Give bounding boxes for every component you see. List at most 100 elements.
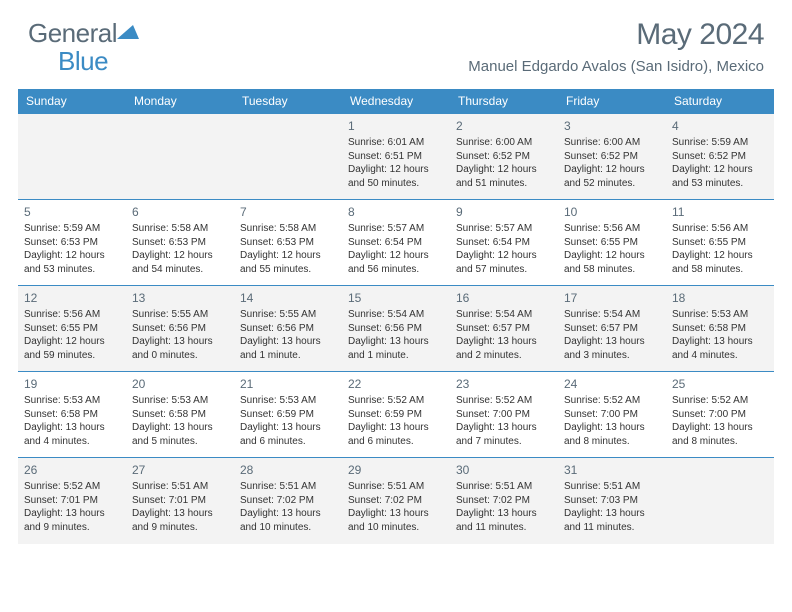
day-number: 14 [240, 290, 336, 306]
title-block: May 2024 Manuel Edgardo Avalos (San Isid… [468, 18, 764, 75]
sunset-text: Sunset: 6:59 PM [240, 408, 336, 422]
sunrise-text: Sunrise: 5:57 AM [348, 222, 444, 236]
sunset-text: Sunset: 6:53 PM [132, 236, 228, 250]
sunset-text: Sunset: 6:55 PM [24, 322, 120, 336]
calendar-day-cell: 15Sunrise: 5:54 AMSunset: 6:56 PMDayligh… [342, 286, 450, 372]
sunrise-text: Sunrise: 5:58 AM [240, 222, 336, 236]
daylight-text: Daylight: 13 hours and 4 minutes. [24, 421, 120, 448]
sunrise-text: Sunrise: 5:52 AM [564, 394, 660, 408]
logo-triangle-icon [117, 23, 139, 44]
calendar-week-row: 12Sunrise: 5:56 AMSunset: 6:55 PMDayligh… [18, 286, 774, 372]
sunset-text: Sunset: 7:02 PM [240, 494, 336, 508]
month-title: May 2024 [468, 18, 764, 52]
day-number: 1 [348, 118, 444, 134]
daylight-text: Daylight: 13 hours and 6 minutes. [348, 421, 444, 448]
daylight-text: Daylight: 13 hours and 6 minutes. [240, 421, 336, 448]
calendar-day-cell: 24Sunrise: 5:52 AMSunset: 7:00 PMDayligh… [558, 372, 666, 458]
weekday-header: Friday [558, 89, 666, 114]
day-number: 17 [564, 290, 660, 306]
daylight-text: Daylight: 13 hours and 0 minutes. [132, 335, 228, 362]
daylight-text: Daylight: 13 hours and 11 minutes. [564, 507, 660, 534]
sunset-text: Sunset: 6:55 PM [564, 236, 660, 250]
day-number: 18 [672, 290, 768, 306]
sunset-text: Sunset: 6:58 PM [672, 322, 768, 336]
sunrise-text: Sunrise: 5:53 AM [132, 394, 228, 408]
sunrise-text: Sunrise: 5:51 AM [456, 480, 552, 494]
day-number: 16 [456, 290, 552, 306]
sunset-text: Sunset: 7:03 PM [564, 494, 660, 508]
weekday-header: Saturday [666, 89, 774, 114]
calendar-day-cell: 1Sunrise: 6:01 AMSunset: 6:51 PMDaylight… [342, 114, 450, 200]
calendar-week-row: 26Sunrise: 5:52 AMSunset: 7:01 PMDayligh… [18, 458, 774, 544]
daylight-text: Daylight: 13 hours and 1 minute. [240, 335, 336, 362]
sunrise-text: Sunrise: 5:56 AM [564, 222, 660, 236]
sunrise-text: Sunrise: 5:57 AM [456, 222, 552, 236]
calendar-day-cell: 16Sunrise: 5:54 AMSunset: 6:57 PMDayligh… [450, 286, 558, 372]
day-number: 11 [672, 204, 768, 220]
day-number: 10 [564, 204, 660, 220]
daylight-text: Daylight: 13 hours and 8 minutes. [672, 421, 768, 448]
calendar-empty-cell [666, 458, 774, 544]
calendar-day-cell: 2Sunrise: 6:00 AMSunset: 6:52 PMDaylight… [450, 114, 558, 200]
sunset-text: Sunset: 6:54 PM [456, 236, 552, 250]
daylight-text: Daylight: 12 hours and 54 minutes. [132, 249, 228, 276]
calendar-day-cell: 19Sunrise: 5:53 AMSunset: 6:58 PMDayligh… [18, 372, 126, 458]
sunrise-text: Sunrise: 5:53 AM [240, 394, 336, 408]
calendar-day-cell: 13Sunrise: 5:55 AMSunset: 6:56 PMDayligh… [126, 286, 234, 372]
day-number: 19 [24, 376, 120, 392]
day-number: 22 [348, 376, 444, 392]
calendar-week-row: 19Sunrise: 5:53 AMSunset: 6:58 PMDayligh… [18, 372, 774, 458]
calendar-day-cell: 30Sunrise: 5:51 AMSunset: 7:02 PMDayligh… [450, 458, 558, 544]
calendar-table: SundayMondayTuesdayWednesdayThursdayFrid… [18, 89, 774, 544]
sunset-text: Sunset: 6:57 PM [456, 322, 552, 336]
sunset-text: Sunset: 6:56 PM [132, 322, 228, 336]
daylight-text: Daylight: 13 hours and 10 minutes. [240, 507, 336, 534]
calendar-day-cell: 14Sunrise: 5:55 AMSunset: 6:56 PMDayligh… [234, 286, 342, 372]
calendar-day-cell: 3Sunrise: 6:00 AMSunset: 6:52 PMDaylight… [558, 114, 666, 200]
day-number: 8 [348, 204, 444, 220]
weekday-header: Sunday [18, 89, 126, 114]
logo-part2-wrap: Blue [58, 46, 108, 77]
calendar-empty-cell [126, 114, 234, 200]
day-number: 4 [672, 118, 768, 134]
calendar-day-cell: 10Sunrise: 5:56 AMSunset: 6:55 PMDayligh… [558, 200, 666, 286]
daylight-text: Daylight: 12 hours and 51 minutes. [456, 163, 552, 190]
day-number: 26 [24, 462, 120, 478]
day-number: 27 [132, 462, 228, 478]
logo-part2: Blue [58, 46, 108, 76]
sunset-text: Sunset: 6:58 PM [24, 408, 120, 422]
sunrise-text: Sunrise: 5:51 AM [564, 480, 660, 494]
sunset-text: Sunset: 6:57 PM [564, 322, 660, 336]
day-number: 9 [456, 204, 552, 220]
day-number: 25 [672, 376, 768, 392]
day-number: 15 [348, 290, 444, 306]
calendar-day-cell: 8Sunrise: 5:57 AMSunset: 6:54 PMDaylight… [342, 200, 450, 286]
calendar-day-cell: 26Sunrise: 5:52 AMSunset: 7:01 PMDayligh… [18, 458, 126, 544]
daylight-text: Daylight: 12 hours and 52 minutes. [564, 163, 660, 190]
day-number: 12 [24, 290, 120, 306]
calendar-day-cell: 21 Sunrise: 5:53 AMSunset: 6:59 PMDayligh… [234, 372, 342, 458]
sunset-text: Sunset: 7:00 PM [456, 408, 552, 422]
sunrise-text: Sunrise: 6:00 AM [564, 136, 660, 150]
sunset-text: Sunset: 7:02 PM [456, 494, 552, 508]
weekday-header: Monday [126, 89, 234, 114]
calendar-day-cell: 5Sunrise: 5:59 AMSunset: 6:53 PMDaylight… [18, 200, 126, 286]
sunrise-text: Sunrise: 5:55 AM [132, 308, 228, 322]
sunset-text: Sunset: 6:56 PM [348, 322, 444, 336]
daylight-text: Daylight: 12 hours and 58 minutes. [672, 249, 768, 276]
sunset-text: Sunset: 6:54 PM [348, 236, 444, 250]
sunrise-text: Sunrise: 5:56 AM [672, 222, 768, 236]
day-number: 29 [348, 462, 444, 478]
day-number: 21 [240, 376, 336, 392]
calendar-day-cell: 17Sunrise: 5:54 AMSunset: 6:57 PMDayligh… [558, 286, 666, 372]
day-number: 7 [240, 204, 336, 220]
daylight-text: Daylight: 12 hours and 55 minutes. [240, 249, 336, 276]
sunset-text: Sunset: 7:01 PM [132, 494, 228, 508]
daylight-text: Daylight: 13 hours and 11 minutes. [456, 507, 552, 534]
calendar-day-cell: 11 Sunrise: 5:56 AMSunset: 6:55 PMDayligh… [666, 200, 774, 286]
calendar-day-cell: 18Sunrise: 5:53 AMSunset: 6:58 PMDayligh… [666, 286, 774, 372]
sunset-text: Sunset: 6:55 PM [672, 236, 768, 250]
day-number: 6 [132, 204, 228, 220]
calendar-day-cell: 6Sunrise: 5:58 AMSunset: 6:53 PMDaylight… [126, 200, 234, 286]
calendar-empty-cell [234, 114, 342, 200]
